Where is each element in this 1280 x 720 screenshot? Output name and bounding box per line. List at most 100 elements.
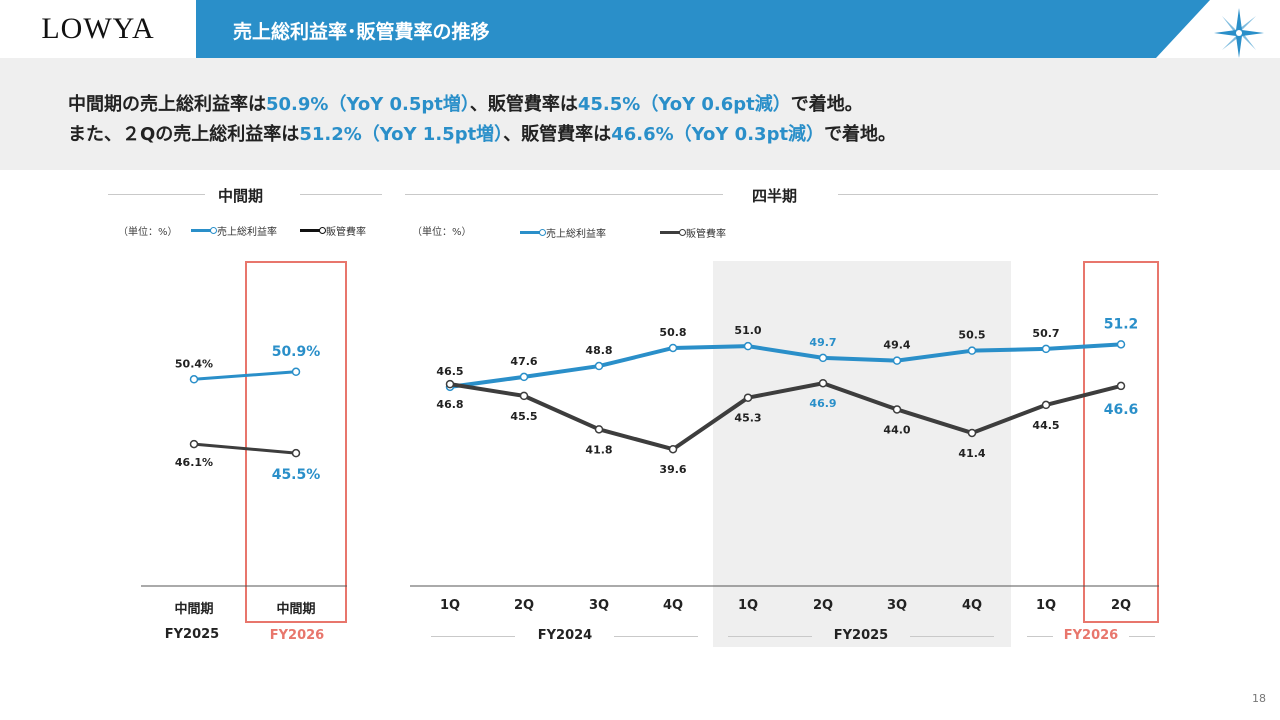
data-point [1116, 381, 1126, 391]
quarter-chart-title: 四半期 [752, 187, 798, 205]
compass-star-icon [1214, 8, 1264, 58]
half-fy-label: FY2026 [269, 628, 325, 643]
quarter-highlight-box [1083, 261, 1159, 623]
x-tick-label: 4Q [961, 598, 983, 613]
data-point [668, 343, 678, 353]
quarter-fy-label: FY2024 [537, 628, 593, 643]
data-point [291, 367, 301, 377]
quarter-title-rule-left [405, 194, 723, 195]
data-label: 44.5 [1032, 419, 1059, 432]
half-title-rule-left [108, 194, 205, 195]
x-tick-label: 2Q [1110, 598, 1132, 613]
half-chart-title: 中間期 [218, 187, 264, 205]
page-title: 売上総利益率･販管費率の推移 [233, 21, 490, 43]
data-label: 51.2 [1104, 316, 1139, 332]
summary-line-2: また、２Qの売上総利益率は51.2%（YoY 1.5pt増）、販管費率は46.6… [68, 120, 896, 146]
x-tick-label: 1Q [737, 598, 759, 613]
summary-segment: 、販管費率は [503, 124, 612, 145]
data-label: 50.9% [272, 344, 321, 360]
fy2026-rule-right [1129, 636, 1155, 637]
quarter-legend-sga: 販管費率 [660, 225, 726, 240]
legend-line-sga-icon [660, 229, 686, 236]
quarterly-chart: 46.5 47.6 48.8 50.8 51.0 49.7 49.4 50.5 50.7 51.2… [410, 316, 1159, 587]
data-label: 50.7 [1032, 327, 1059, 340]
summary-segment: 51.2%（YoY 1.5pt増） [299, 124, 504, 145]
half-fy-label: FY2025 [164, 627, 220, 642]
title-band [196, 0, 1210, 58]
legend-line-gross-icon [520, 229, 546, 236]
legend-line-sga-icon [300, 227, 326, 234]
quarter-legend-gross: 売上総利益率 [520, 225, 606, 240]
legend-label-sga: 販管費率 [686, 229, 726, 240]
half-legend-gross: 売上総利益率 [191, 223, 277, 238]
fy2025-rule-left [728, 636, 812, 637]
quarter-fy-label: FY2025 [833, 628, 889, 643]
data-label: 41.4 [958, 447, 985, 460]
summary-segment: 50.9%（YoY 0.5pt増） [266, 94, 470, 115]
x-tick-label: 中間期 [174, 602, 214, 617]
data-label: 51.0 [734, 324, 761, 337]
half-legend-sga: 販管費率 [300, 223, 366, 238]
data-point [189, 439, 199, 449]
data-point [892, 405, 902, 414]
data-point [818, 353, 828, 363]
data-point [743, 393, 753, 402]
summary-segment: また、２Qの売上総利益率は [68, 124, 300, 145]
data-label: 46.1% [175, 456, 213, 469]
data-label: 39.6 [659, 463, 686, 476]
series-line-gross-margin [449, 342, 1122, 389]
data-point [668, 444, 678, 454]
data-point [594, 425, 604, 434]
data-label: 45.5% [272, 467, 321, 483]
data-label: 46.6 [1104, 402, 1139, 418]
half-unit-label: （単位：%） [118, 227, 178, 238]
data-point [743, 341, 753, 351]
data-label: 47.6 [510, 355, 537, 368]
half-title-rule-right [300, 194, 382, 195]
summary-segment: 45.5%（YoY 0.6pt減） [577, 94, 791, 115]
data-label: 44.0 [883, 423, 910, 436]
data-point [291, 448, 301, 458]
summary-segment: で着地。 [824, 124, 897, 145]
quarter-fy-label: FY2026 [1063, 628, 1119, 643]
fy2025-shaded-region [713, 261, 1011, 647]
data-point [519, 391, 529, 401]
x-tick-label: 4Q [662, 598, 684, 613]
data-point [967, 428, 977, 438]
data-point [1041, 400, 1051, 410]
data-label: 50.8 [659, 326, 686, 339]
data-label: 50.4% [175, 357, 213, 370]
data-point [519, 372, 529, 382]
x-tick-label: 1Q [1035, 598, 1057, 613]
fy2026-rule-left [1027, 636, 1053, 637]
data-label: 49.7 [809, 336, 836, 349]
data-point [594, 361, 604, 371]
data-label: 45.3 [734, 412, 761, 425]
fy2024-rule-left [431, 636, 515, 637]
legend-label-sga: 販管費率 [326, 227, 366, 238]
legend-line-gross-icon [191, 227, 217, 234]
x-tick-label: 中間期 [276, 602, 316, 617]
quarter-title-rule-right [838, 194, 1158, 195]
data-point [818, 378, 828, 388]
page-number: 18 [1252, 692, 1266, 705]
data-label: 45.5 [510, 410, 537, 423]
summary-segment: 46.6%（YoY 0.3pt減） [611, 124, 825, 145]
half-year-chart: 50.4% 50.9% 46.1% 45.5% [141, 344, 347, 587]
series-line-sga-ratio [449, 381, 1122, 452]
x-tick-label: 2Q [513, 598, 535, 613]
series-line-gross-margin [193, 370, 297, 381]
data-point [189, 375, 199, 384]
brand-logo: LOWYA [0, 0, 196, 58]
data-label: 41.8 [585, 443, 612, 456]
summary-segment: 中間期の売上総利益率は [68, 94, 266, 115]
fy2025-rule-right [910, 636, 994, 637]
data-point [967, 346, 977, 355]
data-label: 49.4 [883, 339, 910, 352]
summary-line-1: 中間期の売上総利益率は50.9%（YoY 0.5pt増）、販管費率は45.5%（… [68, 90, 863, 116]
data-label: 48.8 [585, 344, 612, 357]
data-label: 46.5 [436, 365, 463, 378]
x-tick-label: 3Q [886, 598, 908, 613]
data-point [1116, 340, 1126, 349]
data-point [445, 379, 455, 389]
